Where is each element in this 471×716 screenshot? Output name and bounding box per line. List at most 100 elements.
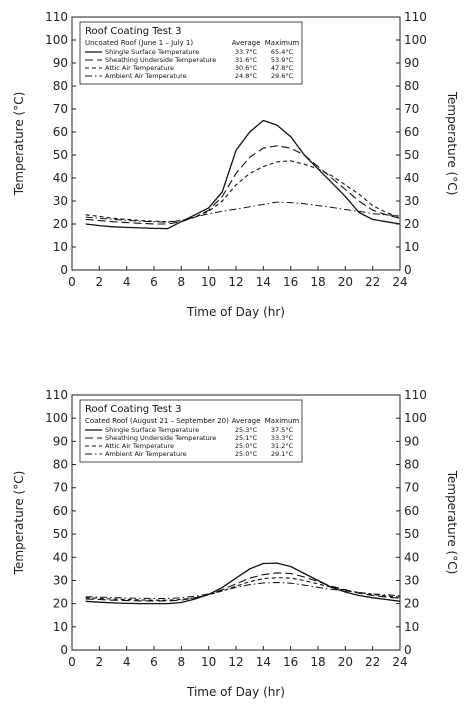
x-tick-label: 24 [392,275,407,289]
y2-tick-label: 90 [404,56,419,70]
x-tick-label: 0 [68,655,76,669]
x-tick-label: 6 [150,275,158,289]
x-tick-label: 4 [123,655,131,669]
y-tick-label: 20 [53,217,68,231]
y2-tick-label: 30 [404,194,419,208]
x-tick-label: 2 [96,655,104,669]
x-tick-label: 20 [338,275,353,289]
legend-average-2: 31.6°C [235,56,258,64]
x-tick-label: 18 [310,655,325,669]
y-tick-label: 100 [45,411,68,425]
y2-tick-label: 80 [404,458,419,472]
x-tick-label: 0 [68,275,76,289]
y-tick-label: 60 [53,504,68,518]
y-tick-label: 90 [53,434,68,448]
y-tick-label: 80 [53,458,68,472]
legend-maximum-3: 31.2°C [271,442,294,450]
legend-maximum-2: 53.9°C [271,56,294,64]
y-tick-label: 40 [53,171,68,185]
y-tick-label: 20 [53,597,68,611]
y2-tick-label: 80 [404,79,419,93]
legend-maximum-4: 29.1°C [271,450,294,458]
legend-box [79,21,303,85]
x-tick-label: 6 [150,655,158,669]
chart-subtitle: Coated Roof (August 21 – September 20) [85,417,229,425]
y2-tick-label: 50 [404,148,419,162]
y2-tick-label: 110 [404,388,427,402]
legend-header-average: Average [232,417,261,425]
series-line-1 [85,119,401,230]
series-line-4 [85,201,401,223]
y2-tick-label: 100 [404,33,427,47]
y-tick-label: 10 [53,620,68,634]
y2-tick-label: 50 [404,527,419,541]
y-tick-label: 0 [60,643,68,657]
legend-entry-4: Ambient Air Temperature [105,72,187,80]
y-tick-label: 50 [53,148,68,162]
x-tick-label: 2 [96,275,104,289]
x-tick-label: 12 [228,275,243,289]
x-tick-label: 14 [256,655,271,669]
legend-entry-2: Sheathing Underside Temperature [105,56,216,64]
x-tick-label: 16 [283,655,298,669]
chart-title: Roof Coating Test 3 [85,26,181,37]
legend-box [79,399,303,463]
y2-tick-label: 10 [404,620,419,634]
y2-tick-label: 30 [404,573,419,587]
y2-tick-label: 70 [404,481,419,495]
chart-title: Roof Coating Test 3 [85,404,181,415]
legend-average-1: 33.7°C [235,48,258,56]
x-tick-label: 10 [201,275,216,289]
series-line-1 [85,562,401,605]
y2-axis-label: Temperature (°C) [445,91,459,196]
y-tick-label: 30 [53,194,68,208]
legend-header-maximum: Maximum [265,417,300,425]
y2-tick-label: 100 [404,411,427,425]
x-tick-label: 22 [365,275,380,289]
x-tick-label: 14 [256,275,271,289]
y2-tick-label: 40 [404,171,419,185]
y-tick-label: 70 [53,102,68,116]
legend-average-2: 25.1°C [235,434,258,442]
y2-tick-label: 0 [404,643,412,657]
legend-entry-1: Shingle Surface Temperature [105,48,199,56]
x-tick-label: 12 [228,655,243,669]
legend-average-4: 24.8°C [235,72,258,80]
legend-entry-2: Sheathing Underside Temperature [105,434,216,442]
series-line-4 [85,582,401,599]
y-tick-label: 90 [53,56,68,70]
x-tick-label: 4 [123,275,131,289]
y2-tick-label: 60 [404,504,419,518]
y-axis-label: Temperature (°C) [12,471,26,576]
chart-subtitle: Uncoated Roof (June 1 – July 1) [85,39,193,47]
x-tick-label: 24 [392,655,407,669]
x-tick-label: 20 [338,655,353,669]
y-tick-label: 110 [45,10,68,24]
chart-1: 0102030405060708090100110010203040506070… [12,10,459,319]
legend-maximum-1: 37.5°C [271,426,294,434]
y-tick-label: 30 [53,573,68,587]
y-tick-label: 100 [45,33,68,47]
legend-average-3: 30.6°C [235,64,258,72]
x-tick-label: 16 [283,275,298,289]
x-tick-label: 10 [201,655,216,669]
series-line-2 [85,145,401,225]
x-tick-label: 8 [178,275,186,289]
legend-maximum-2: 33.3°C [271,434,294,442]
x-axis-label: Time of Day (hr) [186,685,285,699]
y-tick-label: 40 [53,550,68,564]
series-line-2 [85,572,401,602]
y2-tick-label: 110 [404,10,427,24]
legend-entry-4: Ambient Air Temperature [105,450,187,458]
y-tick-label: 70 [53,481,68,495]
y2-tick-label: 40 [404,550,419,564]
legend-average-1: 25.3°C [235,426,258,434]
legend-average-3: 25.0°C [235,442,258,450]
y-tick-label: 80 [53,79,68,93]
series-line-3 [85,160,401,223]
y2-tick-label: 20 [404,597,419,611]
legend-maximum-3: 47.8°C [271,64,294,72]
y-axis-label: Temperature (°C) [12,92,26,197]
y2-tick-label: 0 [404,263,412,277]
